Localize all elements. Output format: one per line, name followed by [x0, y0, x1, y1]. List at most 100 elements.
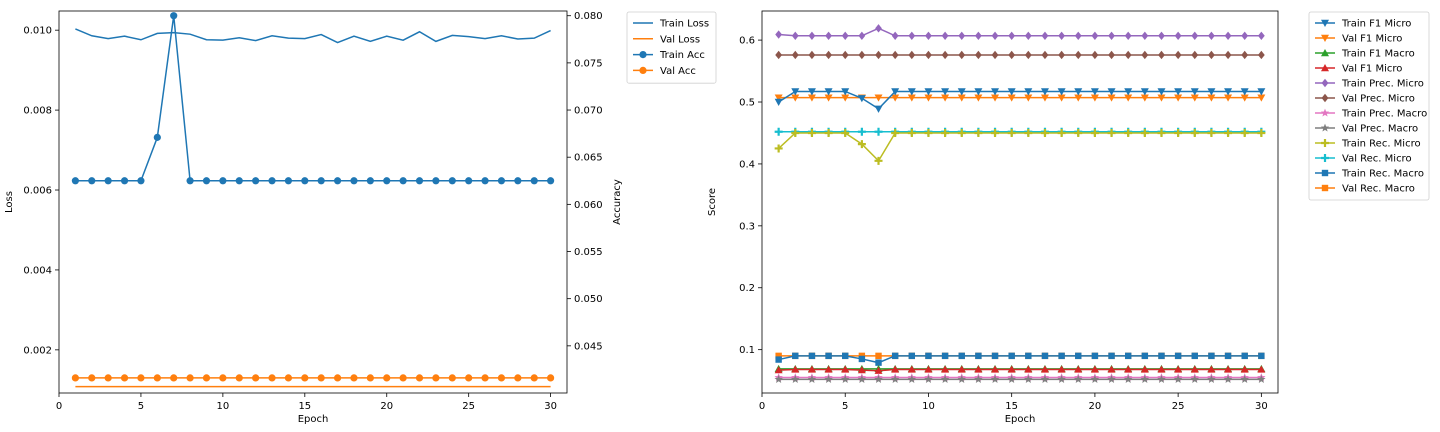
data-point-val-f1-micro — [1040, 365, 1049, 373]
data-point-train-rec-macro — [1224, 352, 1232, 360]
data-point-val-prec-micro — [1158, 50, 1165, 60]
legend-label-val-f1-micro: Val F1 Micro — [1342, 64, 1402, 75]
data-point-val-acc — [547, 374, 555, 382]
data-point-train-rec-macro — [1241, 352, 1248, 360]
data-point-train-f1-micro — [924, 88, 933, 96]
data-point-val-f1-micro — [991, 94, 1000, 102]
data-point-train-f1-micro — [1090, 88, 1099, 96]
data-point-val-f1-micro — [874, 94, 883, 102]
accuracy-y-tick-label: 0.070 — [574, 106, 603, 117]
data-point-val-acc — [383, 374, 391, 382]
data-point-val-acc — [465, 374, 473, 382]
data-point-train-f1-micro — [907, 88, 916, 96]
legend-label-val-loss: Val Loss — [660, 34, 700, 45]
data-point-train-f1-micro — [1257, 88, 1266, 96]
data-point-train-f1-micro — [1124, 88, 1133, 96]
data-point-val-prec-micro — [808, 50, 816, 60]
loss-chart-axes: 0 5 10 15 20 25 30 0.002 0.004 0.006 0.008 0.010 Epo… — [4, 10, 568, 425]
data-point-train-rec-micro — [774, 144, 783, 153]
loss-chart-x-tick-label: 30 — [544, 401, 557, 412]
data-point-train-rec-micro — [1074, 128, 1083, 137]
data-point-train-acc — [268, 177, 276, 185]
data-point-val-prec-micro — [1108, 50, 1115, 60]
data-point-val-rec-macro — [775, 352, 782, 360]
loss-chart-x-tick-label: 0 — [56, 401, 62, 412]
legend-label-train-f1-micro: Train F1 Micro — [1341, 19, 1411, 30]
data-point-train-rec-micro — [907, 128, 916, 137]
data-point-train-prec-micro — [1091, 31, 1099, 40]
data-point-val-acc — [252, 374, 260, 382]
series-train-rec-micro — [774, 128, 1266, 165]
data-point-val-prec-micro — [1124, 50, 1132, 60]
data-point-val-f1-micro — [1157, 365, 1166, 373]
accuracy-y-tick-label: 0.075 — [574, 58, 603, 69]
data-point-train-f1-micro — [824, 88, 833, 96]
data-point-val-f1-micro — [824, 94, 833, 102]
legend-label-train-prec-micro: Train Prec. Micro — [1341, 79, 1424, 90]
series-train-f1-micro — [774, 88, 1266, 113]
data-point-val-prec-macro — [791, 374, 800, 383]
data-point-train-rec-micro — [1090, 128, 1099, 137]
data-point-train-acc — [170, 12, 178, 20]
data-point-train-acc — [350, 177, 358, 185]
data-point-train-f1-micro — [991, 88, 1000, 96]
legend-box — [626, 11, 717, 84]
data-point-train-f1-micro — [857, 95, 866, 103]
data-point-train-prec-micro — [974, 31, 982, 40]
accuracy-axis: 0.045 0.050 0.055 0.060 0.065 0.070 0.075 0.080… — [567, 11, 623, 352]
loss-chart-y-tick-label: 0.008 — [23, 106, 52, 117]
data-point-val-prec-macro — [1190, 374, 1199, 383]
loss-chart-frame — [58, 10, 568, 394]
data-point-train-acc — [530, 177, 538, 185]
data-point-val-f1-micro — [1124, 365, 1133, 373]
data-point-val-f1-micro — [791, 94, 800, 102]
data-point-train-rec-micro — [1040, 128, 1049, 137]
score-chart-x-tick-label: 30 — [1255, 401, 1268, 412]
data-point-val-acc — [120, 374, 129, 382]
data-point-train-prec-micro — [1191, 31, 1199, 40]
data-point-train-f1-micro — [1224, 88, 1233, 96]
data-point-val-f1-micro — [1024, 365, 1033, 373]
data-point-val-rec-micro — [774, 127, 783, 136]
data-point-val-prec-macro — [990, 374, 1000, 383]
data-point-train-rec-macro — [975, 352, 982, 360]
legend-marker-train-prec-macro — [1320, 108, 1330, 117]
data-point-val-prec-macro — [1074, 374, 1083, 383]
data-point-train-rec-micro — [891, 128, 900, 137]
data-point-train-f1-micro — [1057, 88, 1066, 96]
data-point-train-acc — [547, 177, 555, 185]
data-point-train-prec-micro — [1241, 31, 1249, 40]
legend-marker-val-rec-macro — [1321, 184, 1329, 192]
data-point-val-prec-macro — [940, 374, 950, 383]
data-point-val-f1-micro — [1140, 94, 1149, 102]
data-point-val-prec-macro — [957, 374, 966, 383]
loss-chart-x-tick-label: 20 — [380, 401, 393, 412]
data-point-val-f1-micro — [841, 365, 850, 373]
legend-label-train-rec-macro: Train Rec. Macro — [1341, 169, 1424, 180]
data-point-val-prec-macro — [1257, 374, 1266, 383]
data-point-train-acc — [432, 177, 440, 185]
data-point-train-acc — [153, 133, 161, 141]
data-point-train-rec-micro — [1207, 128, 1216, 137]
data-point-val-acc — [415, 374, 424, 382]
data-point-train-prec-micro — [1158, 31, 1165, 40]
data-point-val-prec-micro — [1174, 50, 1182, 60]
data-point-val-f1-micro — [1074, 94, 1083, 102]
data-point-train-rec-macro — [1174, 352, 1182, 360]
data-point-val-f1-micro — [907, 365, 916, 373]
data-point-train-rec-macro — [1124, 352, 1132, 360]
data-point-val-f1-micro — [1057, 365, 1066, 373]
series-train-prec-micro — [775, 24, 1265, 40]
data-point-val-prec-micro — [1091, 50, 1099, 60]
data-point-val-acc — [235, 374, 243, 382]
loss-chart-y-tick-label: 0.004 — [23, 265, 52, 276]
data-point-train-rec-macro — [941, 352, 949, 360]
score-chart-frame — [761, 10, 1279, 394]
data-point-val-prec-micro — [775, 50, 783, 60]
data-point-val-prec-macro — [874, 374, 883, 383]
data-point-train-rec-macro — [825, 352, 832, 360]
data-point-val-f1-micro — [1224, 94, 1233, 102]
data-point-val-prec-macro — [907, 374, 916, 383]
data-point-val-f1-micro — [1190, 365, 1199, 373]
legend-marker-train-prec-micro — [1321, 78, 1329, 88]
